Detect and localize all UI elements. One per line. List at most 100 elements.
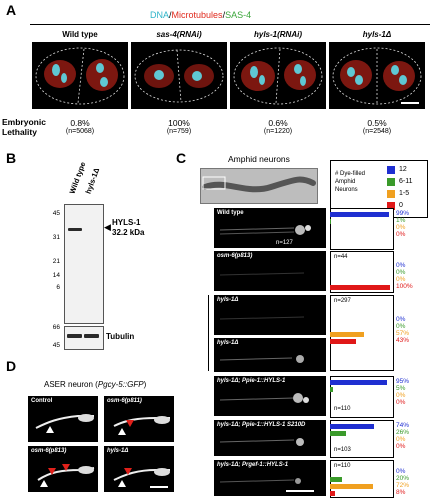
worm-schematic [200,168,318,204]
pct-row2-cat3: 43% [396,337,410,344]
panel-d-title-italic: Pgcy-5::GFP [97,380,144,389]
pct-row1-cat0: 0% [396,262,406,269]
panel-a-divider [30,24,430,25]
worm-wild-type-graphic [219,225,311,235]
mw-marker-66: 66 [52,324,60,331]
legend-label-12: 12 [399,166,407,173]
cond-label-hyls1-rnai: hyls-1(RNAi) [253,30,302,39]
bar-row5-cat0 [330,424,375,429]
neuron-label-hyls1-delta: hyls-1Δ [107,448,129,454]
western-blot-main [64,204,104,324]
worm-ppie1-graphic [219,393,309,403]
lethality-pct-hyls1-delta: 0.5% [367,118,387,128]
pct-row2-cat1: 0% [396,323,406,330]
pct-row6-cat1: 20% [396,475,410,482]
bar-row5-cat1 [330,431,346,436]
embryo-sas4-graphic [134,49,224,103]
pct-row5-cat2: 0% [396,436,406,443]
legend-dna: DNA [150,10,170,20]
worm-label-ppie1-hyls1: hyls-1Δ; Ppie-1::HYLS-1 [217,378,286,384]
neuron-label-control: Control [31,398,53,404]
panel-d-title-plain: ASER neuron ( [44,380,98,389]
embryo-image-hyls1-delta [329,42,425,109]
neuron-control-graphic [35,414,94,429]
pct-row0-cat0: 99% [396,210,410,217]
cond-label-hyls1-delta: hyls-1Δ [362,30,392,39]
bar-row2-cat3 [330,339,356,344]
legend-title-line-1: # Dye-filled [335,171,366,177]
n-prgef1-hyls1: n=110 [334,463,351,469]
legend-title-line-3: Neurons [335,187,358,193]
pct-row2-cat2: 57% [396,330,410,337]
worm-image-wild-type: Wild type [214,208,326,248]
bar-row2-cat2 [330,332,365,337]
worm-prgef1-graphic [219,478,301,484]
cilium-arrow-osm6-p813 [40,480,48,487]
mw-marker-6: 6 [56,284,60,291]
neuron-scale-bar [150,486,168,488]
worm-hyls1-2-graphic [219,355,304,363]
lethality-pct-wild-type: 0.8% [70,118,90,128]
worm-scale-bar [286,490,314,492]
legend-swatch-12 [387,166,395,174]
worm-label-ppie1-hyls1-s210d: hyls-1Δ; Ppie-1::HYLS-1 S210D [217,422,306,428]
bar-row6-cat1 [330,477,342,482]
pct-row4-cat3: 0% [396,399,406,406]
legend-swatch-0 [387,202,395,210]
bar-row6-cat3 [330,491,335,496]
pct-row5-cat0: 74% [396,422,410,429]
worm-label-osm6-p813: osm-6(p813) [217,253,253,259]
neuron-image-osm6-p813: osm-6(p813) [28,446,98,492]
embryonic-label: Embryonic [2,117,46,127]
panel-a-legend: DNA/Microtubules/SAS-4 [150,10,251,20]
lethality-pct-hyls1-rnai: 0.6% [268,118,288,128]
hyls1-group-bracket [208,295,209,371]
legend-swatch-6-11 [387,178,395,186]
bar-row0-cat1 [330,219,331,224]
legend-label-6-11: 6-11 [399,178,413,185]
mw-marker-21: 21 [52,258,60,265]
worm-hyls1-1-graphic [219,316,305,320]
legend-title-line-2: Amphid [335,179,356,185]
band-arrow-icon: ◀ [104,222,111,232]
embryo-scale-bar [401,102,419,104]
bar-row4-cat0 [330,380,387,385]
neuron-p811-graphic [113,416,170,427]
pct-row1-cat1: 0% [396,269,406,276]
lethality-n-wild-type: (n=5068) [65,128,95,135]
cilium-arrow-osm6-p813-red-2 [62,464,70,471]
worm-label-prgef1-hyls1: hyls-1Δ; Prgef-1::HYLS-1 [217,462,289,468]
pct-row4-cat1: 5% [396,385,406,392]
lethality-n-sas4: (n=759) [166,128,192,135]
pct-row5-cat3: 0% [396,443,406,450]
worm-schematic-graphic [202,176,316,193]
worm-image-ppie1-hyls1-s210d: hyls-1Δ; Ppie-1::HYLS-1 S210D [214,420,326,456]
lethality-n-hyls1-delta: (n=2548) [362,128,392,135]
embryo-image-hyls1-rnai [230,42,326,109]
legend-sas4: SAS-4 [225,10,252,20]
cilium-arrow-osm6-p811-red [126,420,134,427]
worm-s210d-graphic [219,438,304,446]
pct-row1-cat2: 0% [396,276,406,283]
pct-row0-cat3: 0% [396,231,406,238]
pct-row4-cat2: 0% [396,392,406,399]
legend-microtubules: Microtubules [171,10,223,20]
legend-label-0: 0 [399,202,403,209]
cond-label-wild-type: Wild type [62,30,98,39]
cilium-arrow-control [46,426,54,433]
neuron-p813-graphic [37,466,95,481]
pct-row1-cat3: 100% [396,283,413,290]
mw-marker-31: 31 [52,234,60,241]
legend-sep-1: / [169,10,172,20]
pct-row4-cat0: 95% [396,378,410,385]
neuron-label-osm6-p811: osm-6(p811) [107,398,142,404]
neuron-hyls1-graphic [113,468,170,481]
worm-image-hyls1-delta-1: hyls-1Δ [214,295,326,335]
lane-label-hyls1-delta: hyls-1Δ [83,166,102,195]
mw-marker-45: 45 [52,210,60,217]
cilium-arrow-hyls1 [118,480,126,487]
lethality-n-hyls1-rnai: (n=1220) [263,128,293,135]
cilium-arrow-osm6-p811 [118,428,126,435]
hyls1-band-label: HYLS-1 [112,218,141,227]
embryo-hyls1-rnai-graphic [233,47,323,105]
